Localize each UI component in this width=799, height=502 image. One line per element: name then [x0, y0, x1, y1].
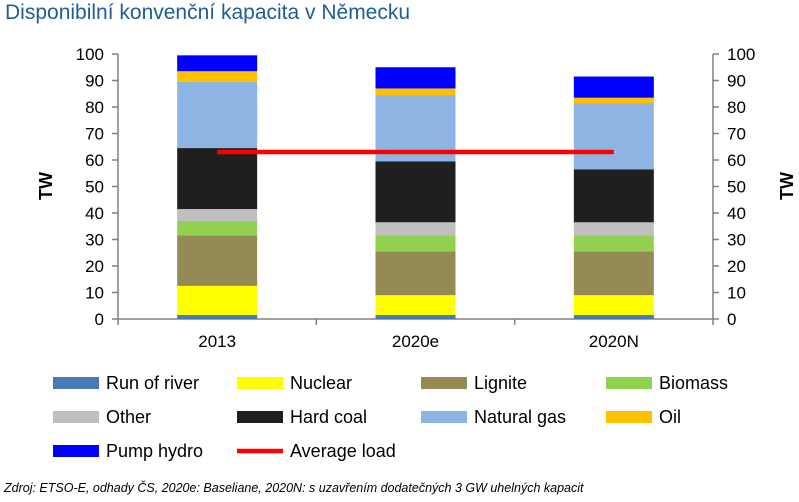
y-tick-label-right: 80 — [727, 98, 746, 117]
y-axis-title-left: TW — [36, 172, 56, 200]
legend-label-hard-coal: Hard coal — [290, 407, 367, 427]
legend: Run of river Nuclear Lignite Biomass Other Ha… — [53, 373, 728, 461]
bar-run-of-river-2013 — [177, 315, 258, 319]
bar-run-of-river-2020e — [375, 315, 456, 319]
bar-nuclear-2020e — [375, 295, 456, 316]
y-tick-label-right: 100 — [727, 45, 755, 64]
y-tick-label-left: 90 — [85, 72, 104, 91]
y-tick-label-right: 0 — [727, 310, 736, 329]
bar-lignite-2020n — [573, 251, 654, 296]
bar-hard-coal-2013 — [177, 148, 258, 210]
bar-other-2020e — [375, 222, 456, 236]
legend-swatch-hard-coal — [237, 411, 283, 423]
plot-area: 0 0 10 10 20 20 30 30 40 40 50 50 60 60 70 70 80 80 90 90 10… — [76, 45, 756, 351]
legend-label-biomass: Biomass — [659, 373, 728, 393]
x-tick-label-2020e: 2020e — [392, 332, 439, 351]
bar-pump-hydro-2020n — [573, 76, 654, 98]
stacked-bar-chart: 0 0 10 10 20 20 30 30 40 40 50 50 60 60 70 70 80 80 90 90 10… — [36, 45, 797, 461]
bar-other-2013 — [177, 209, 258, 221]
y-tick-label-right: 10 — [727, 284, 746, 303]
y-tick-label-right: 50 — [727, 178, 746, 197]
bar-biomass-2020n — [573, 235, 654, 252]
y-tick-label-left: 70 — [85, 125, 104, 144]
legend-label-natural-gas: Natural gas — [474, 407, 566, 427]
bar-oil-2013 — [177, 71, 258, 82]
legend-swatch-oil — [606, 411, 652, 423]
y-tick-label-left: 50 — [85, 178, 104, 197]
chart-title: Disponibilní konvenční kapacita v Německ… — [5, 1, 411, 24]
y-tick-label-left: 60 — [85, 151, 104, 170]
bar-biomass-2020e — [375, 235, 456, 252]
legend-label-average-load: Average load — [290, 441, 396, 461]
source-note: Zdroj: ETSO-E, odhady ČS, 2020e: Baselia… — [4, 481, 584, 495]
legend-swatch-nuclear — [237, 377, 283, 389]
legend-swatch-pump-hydro — [53, 445, 99, 457]
y-tick-label-left: 40 — [85, 204, 104, 223]
x-tick-label-2020n: 2020N — [589, 332, 639, 351]
bar-nuclear-2013 — [177, 285, 258, 316]
bar-hard-coal-2020e — [375, 161, 456, 223]
legend-swatch-biomass — [606, 377, 652, 389]
bar-lignite-2013 — [177, 235, 258, 286]
y-tick-label-right: 70 — [727, 125, 746, 144]
y-tick-label-right: 30 — [727, 231, 746, 250]
bar-hard-coal-2020n — [573, 169, 654, 223]
bar-lignite-2020e — [375, 251, 456, 296]
legend-swatch-natural-gas — [421, 411, 467, 423]
bar-other-2020n — [573, 222, 654, 236]
bar-biomass-2013 — [177, 220, 258, 236]
legend-swatch-lignite — [421, 377, 467, 389]
y-tick-label-right: 90 — [727, 72, 746, 91]
bar-run-of-river-2020n — [573, 315, 654, 319]
legend-label-lignite: Lignite — [474, 373, 527, 393]
y-tick-label-left: 30 — [85, 231, 104, 250]
y-tick-label-left: 80 — [85, 98, 104, 117]
y-tick-label-left: 20 — [85, 257, 104, 276]
y-tick-label-right: 20 — [727, 257, 746, 276]
legend-label-other: Other — [106, 407, 151, 427]
y-tick-label-right: 40 — [727, 204, 746, 223]
bar-pump-hydro-2020e — [375, 67, 456, 89]
legend-swatch-run-of-river — [53, 377, 99, 389]
bar-natural-gas-2013 — [177, 81, 258, 149]
legend-label-oil: Oil — [659, 407, 681, 427]
bar-oil-2020n — [573, 97, 654, 104]
legend-swatch-other — [53, 411, 99, 423]
y-axis-title-right: TW — [777, 172, 797, 200]
bar-pump-hydro-2013 — [177, 55, 258, 72]
legend-label-pump-hydro: Pump hydro — [106, 441, 203, 461]
y-tick-label-left: 0 — [95, 310, 104, 329]
y-tick-label-left: 10 — [85, 284, 104, 303]
x-tick-label-2013: 2013 — [198, 332, 236, 351]
legend-label-nuclear: Nuclear — [290, 373, 352, 393]
bar-natural-gas-2020n — [573, 103, 654, 170]
legend-label-run-of-river: Run of river — [106, 373, 199, 393]
y-tick-label-left: 100 — [76, 45, 104, 64]
bar-oil-2020e — [375, 88, 456, 96]
bar-nuclear-2020n — [573, 295, 654, 316]
y-tick-label-right: 60 — [727, 151, 746, 170]
